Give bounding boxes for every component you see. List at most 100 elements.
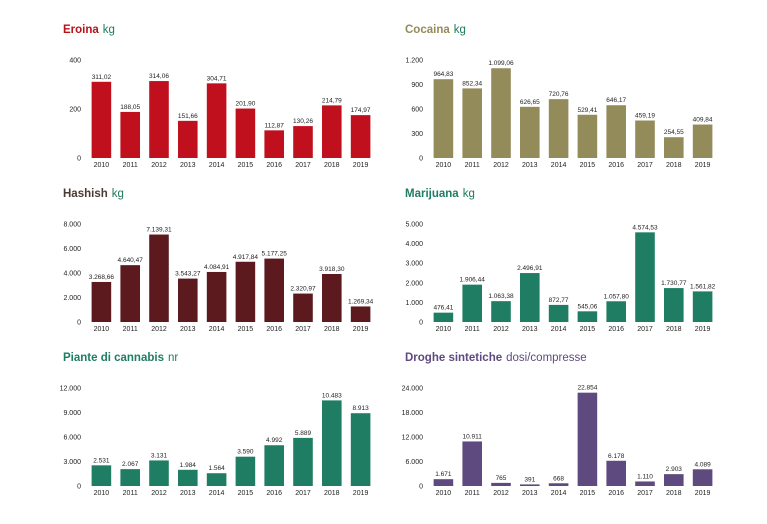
bar bbox=[207, 473, 227, 486]
chart-title-text: Hashish bbox=[63, 188, 108, 200]
data-label: 5.889 bbox=[295, 430, 312, 437]
y-tick-label: 0 bbox=[77, 320, 81, 327]
x-tick-label: 2011 bbox=[465, 162, 480, 169]
data-label: 765 bbox=[496, 475, 507, 482]
chart-title: Hashish kg bbox=[63, 188, 124, 200]
chart-unit: nr bbox=[168, 352, 178, 364]
chart-title-text: Cocaina bbox=[405, 24, 450, 36]
bar bbox=[120, 112, 140, 158]
bar bbox=[293, 126, 313, 158]
bar bbox=[92, 465, 112, 486]
bar bbox=[120, 265, 140, 322]
x-tick-label: 2013 bbox=[180, 490, 196, 497]
chart-panel-marijuana: Marijuana kg 0 1.000 2.000 3.000 4.000 5.000 47… bbox=[405, 188, 745, 338]
chart-title: Eroina kg bbox=[63, 24, 115, 36]
bar bbox=[606, 461, 626, 486]
data-label: 626,65 bbox=[520, 99, 540, 106]
x-tick-label: 2014 bbox=[551, 162, 567, 169]
chart-panel-cannabis: Piante di cannabis nr 0 3.000 6.000 9.000 12.… bbox=[63, 352, 403, 502]
data-label: 852,34 bbox=[462, 80, 482, 87]
x-tick-label: 2010 bbox=[94, 326, 110, 333]
data-label: 112,87 bbox=[264, 122, 284, 129]
y-tick-label: 18.000 bbox=[402, 410, 424, 417]
data-label: 391 bbox=[524, 476, 535, 483]
x-tick-label: 2010 bbox=[94, 162, 110, 169]
bar bbox=[322, 400, 342, 486]
x-tick-label: 2016 bbox=[266, 490, 282, 497]
chart-title-text: Eroina bbox=[63, 24, 99, 36]
x-tick-label: 2018 bbox=[666, 326, 682, 333]
bar bbox=[236, 457, 256, 486]
y-tick-label: 1.200 bbox=[405, 58, 423, 65]
x-tick-label: 2012 bbox=[151, 162, 167, 169]
x-tick-label: 2019 bbox=[695, 326, 711, 333]
data-label: 2.067 bbox=[122, 461, 139, 468]
x-tick-label: 2015 bbox=[580, 490, 596, 497]
data-label: 4.917,84 bbox=[233, 254, 259, 261]
y-tick-label: 4.000 bbox=[63, 271, 81, 278]
y-tick-label: 2.000 bbox=[405, 280, 423, 287]
x-tick-label: 2011 bbox=[123, 490, 138, 497]
bar-chart-sintetiche: 0 6.000 12.000 18.000 24.000 1.671 2010 10.911 2… bbox=[405, 374, 745, 524]
chart-title-text: Piante di cannabis bbox=[63, 352, 164, 364]
y-tick-label: 1.000 bbox=[405, 300, 423, 307]
data-label: 409,84 bbox=[693, 117, 713, 124]
data-label: 1.561,82 bbox=[690, 283, 716, 290]
data-label: 2.531 bbox=[93, 457, 110, 464]
bar bbox=[520, 273, 540, 322]
bar bbox=[664, 474, 684, 486]
x-tick-label: 2017 bbox=[295, 490, 311, 497]
data-label: 646,17 bbox=[606, 97, 626, 104]
data-label: 2.320,97 bbox=[290, 286, 316, 293]
x-tick-label: 2015 bbox=[238, 162, 254, 169]
x-tick-label: 2013 bbox=[180, 162, 196, 169]
bar bbox=[207, 272, 227, 322]
x-tick-label: 2017 bbox=[295, 162, 311, 169]
y-tick-label: 6.000 bbox=[63, 246, 81, 253]
x-tick-label: 2017 bbox=[637, 326, 653, 333]
x-tick-label: 2011 bbox=[123, 326, 138, 333]
y-tick-label: 0 bbox=[77, 156, 81, 163]
chart-title: Piante di cannabis nr bbox=[63, 352, 178, 364]
x-tick-label: 2012 bbox=[151, 326, 167, 333]
y-tick-label: 3.000 bbox=[405, 261, 423, 268]
bar bbox=[207, 83, 227, 158]
bar bbox=[264, 130, 284, 158]
data-label: 304,71 bbox=[207, 75, 227, 82]
bar bbox=[606, 105, 626, 158]
y-tick-label: 6.000 bbox=[63, 435, 81, 442]
bar bbox=[293, 438, 313, 486]
data-label: 872,77 bbox=[549, 297, 569, 304]
data-label: 3.543,27 bbox=[175, 271, 201, 278]
x-tick-label: 2013 bbox=[180, 326, 196, 333]
bar bbox=[549, 483, 569, 486]
data-label: 1.984 bbox=[180, 462, 197, 469]
data-label: 4.992 bbox=[266, 437, 283, 444]
y-tick-label: 0 bbox=[419, 484, 423, 491]
data-label: 1.110 bbox=[637, 473, 653, 480]
bar-chart-cannabis: 0 3.000 6.000 9.000 12.000 2.531 2010 2.067 2011… bbox=[63, 374, 403, 524]
x-tick-label: 2017 bbox=[295, 326, 311, 333]
x-tick-label: 2017 bbox=[637, 490, 653, 497]
data-label: 459,19 bbox=[635, 112, 655, 119]
bar bbox=[351, 115, 371, 158]
bar bbox=[578, 393, 598, 486]
x-tick-label: 2012 bbox=[151, 490, 167, 497]
x-tick-label: 2012 bbox=[493, 326, 509, 333]
bar bbox=[322, 105, 342, 158]
y-tick-label: 9.000 bbox=[63, 410, 81, 417]
y-tick-label: 5.000 bbox=[405, 222, 423, 229]
x-tick-label: 2015 bbox=[580, 162, 596, 169]
data-label: 1.730,77 bbox=[661, 280, 687, 287]
y-tick-label: 24.000 bbox=[402, 386, 424, 393]
x-tick-label: 2016 bbox=[608, 326, 624, 333]
bar bbox=[578, 115, 598, 158]
data-label: 2.496,91 bbox=[517, 265, 543, 272]
x-tick-label: 2016 bbox=[266, 162, 282, 169]
chart-panel-sintetiche: Droghe sintetiche dosi/compresse 0 6.000 12… bbox=[405, 352, 745, 502]
bar bbox=[293, 294, 313, 322]
data-label: 1.099,06 bbox=[488, 60, 514, 67]
y-tick-label: 900 bbox=[411, 82, 423, 89]
y-tick-label: 0 bbox=[77, 484, 81, 491]
bar bbox=[520, 107, 540, 158]
